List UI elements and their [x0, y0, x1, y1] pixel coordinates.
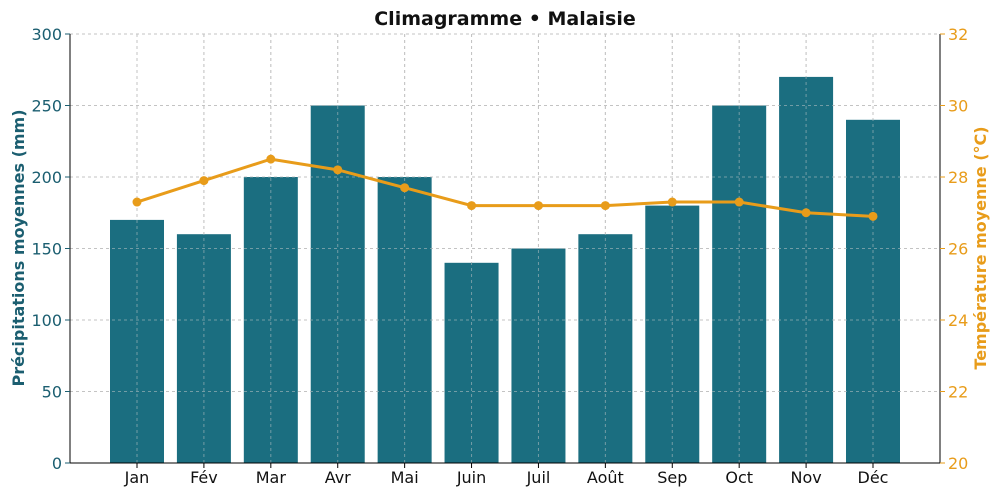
- right-tick-label: 32: [948, 25, 968, 44]
- temperature-polyline: [136, 157, 874, 218]
- x-tick-label: Déc: [858, 468, 889, 487]
- right-tick-label: 30: [948, 97, 968, 116]
- x-tick-label: Sep: [657, 468, 687, 487]
- axes: 0 50 100 150 200 250 300 20 22 24 26 28 30 32 Jan Fév Ma…: [31, 25, 968, 487]
- temp-point-Nov: [801, 208, 811, 218]
- left-tick-label: 100: [31, 311, 62, 330]
- right-tick-label: 28: [948, 168, 968, 187]
- bar-Juin: [444, 262, 499, 463]
- x-tick-label: Nov: [790, 468, 821, 487]
- x-tick-label: Juil: [526, 468, 551, 487]
- temp-point-Juin: [467, 201, 477, 211]
- temperature-line: [132, 154, 878, 221]
- temp-point-Mar: [266, 154, 276, 164]
- right-tick-label: 22: [948, 383, 968, 402]
- x-tick-label: Août: [587, 468, 624, 487]
- x-tick-label: Mar: [256, 468, 287, 487]
- temp-point-Avr: [333, 165, 343, 175]
- temp-point-Jan: [132, 197, 142, 207]
- bar-Mai: [377, 177, 432, 463]
- x-tick-label: Juin: [456, 468, 486, 487]
- temp-point-Sep: [667, 197, 677, 207]
- x-tick-label: Avr: [325, 468, 351, 487]
- bars: [70, 33, 940, 464]
- y-axis-right-label: Température moyenne (°C): [971, 126, 990, 369]
- x-tick-label: Fév: [190, 468, 218, 487]
- x-tick-label: Jan: [124, 468, 150, 487]
- temp-point-Oct: [734, 197, 744, 207]
- right-tick-label: 24: [948, 311, 968, 330]
- right-tick-label: 20: [948, 454, 968, 473]
- left-tick-label: 250: [31, 97, 62, 116]
- temp-point-Déc: [868, 211, 878, 221]
- left-tick-label: 150: [31, 240, 62, 259]
- left-tick-label: 200: [31, 168, 62, 187]
- temp-point-Mai: [400, 183, 410, 193]
- left-tick-label: 300: [31, 25, 62, 44]
- bar-Oct: [712, 105, 767, 463]
- bar-Déc: [846, 119, 900, 464]
- left-tick-label: 50: [42, 383, 62, 402]
- chart-title: Climagramme • Malaisie: [374, 8, 636, 30]
- bar-Juil: [511, 248, 566, 463]
- temp-point-Juil: [533, 201, 543, 211]
- bar-Avr: [310, 105, 365, 463]
- left-tick-label: 0: [52, 454, 62, 473]
- x-tick-label: Oct: [725, 468, 753, 487]
- right-tick-label: 26: [948, 240, 968, 259]
- y-axis-left-label: Précipitations moyennes (mm): [9, 109, 28, 386]
- temp-point-Fév: [199, 176, 209, 186]
- temp-point-Août: [600, 201, 610, 211]
- x-tick-label: Mai: [391, 468, 419, 487]
